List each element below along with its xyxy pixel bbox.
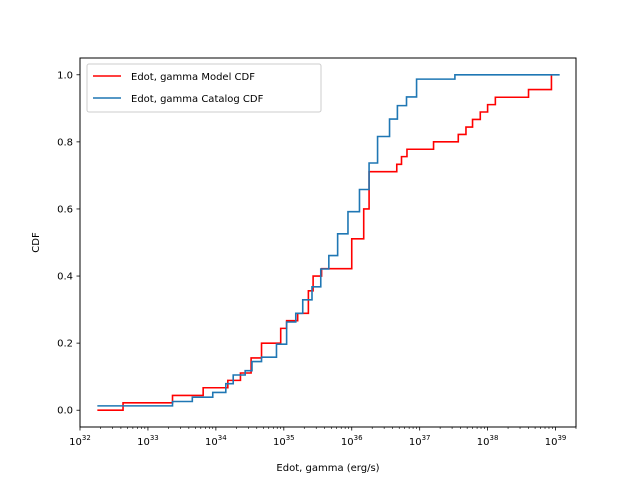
x-tick-exponent: 38: [490, 434, 499, 442]
series-line-catalog: [97, 73, 560, 407]
x-tick-base: 10: [477, 437, 490, 448]
axes-frame: [79, 57, 577, 428]
x-axis: 1032 1033 1034 1035 1036 1037 1038 1039: [69, 427, 577, 448]
y-tick-label: 0.2: [57, 339, 73, 350]
x-tick-base: 10: [137, 437, 150, 448]
x-tick-base: 10: [409, 437, 422, 448]
x-tick-exponent: 39: [557, 434, 566, 442]
legend-label-catalog: Edot, gamma Catalog CDF: [131, 94, 264, 105]
x-tick-label: 1038: [477, 434, 499, 448]
x-tick-label: 1037: [409, 434, 431, 448]
x-tick-base: 10: [341, 437, 354, 448]
x-tick-label: 1032: [69, 434, 91, 448]
legend-label-model: Edot, gamma Model CDF: [131, 72, 255, 83]
legend: Edot, gamma Model CDF Edot, gamma Catalo…: [86, 63, 322, 113]
x-tick-label: 1033: [137, 434, 159, 448]
x-tick-exponent: 33: [150, 434, 159, 442]
x-tick-label: 1035: [273, 434, 295, 448]
x-tick-exponent: 37: [422, 434, 431, 442]
series-line-model: [97, 74, 553, 412]
y-tick-label: 0.4: [57, 272, 73, 283]
y-tick-label: 0.6: [57, 204, 73, 215]
x-axis-label: Edot, gamma (erg/s): [276, 463, 379, 474]
x-tick-label: 1039: [545, 434, 567, 448]
x-tick-base: 10: [69, 437, 82, 448]
x-tick-exponent: 35: [286, 434, 295, 442]
plot-area: [79, 57, 577, 428]
legend-box: [86, 63, 322, 113]
x-tick-exponent: 34: [218, 434, 227, 442]
y-tick-label: 0.8: [57, 137, 73, 148]
x-tick-base: 10: [205, 437, 218, 448]
x-tick-label: 1034: [205, 434, 227, 448]
y-axis-label: CDF: [31, 232, 42, 253]
x-tick-exponent: 36: [354, 434, 363, 442]
y-axis: 0.0 0.2 0.4 0.6 0.8 1.0: [57, 70, 80, 417]
x-tick-label: 1036: [341, 434, 363, 448]
x-tick-base: 10: [545, 437, 558, 448]
x-tick-base: 10: [273, 437, 286, 448]
series-layer: [97, 73, 560, 412]
y-tick-label: 0.0: [57, 406, 73, 417]
x-tick-exponent: 32: [82, 434, 91, 442]
y-tick-label: 1.0: [57, 70, 73, 81]
